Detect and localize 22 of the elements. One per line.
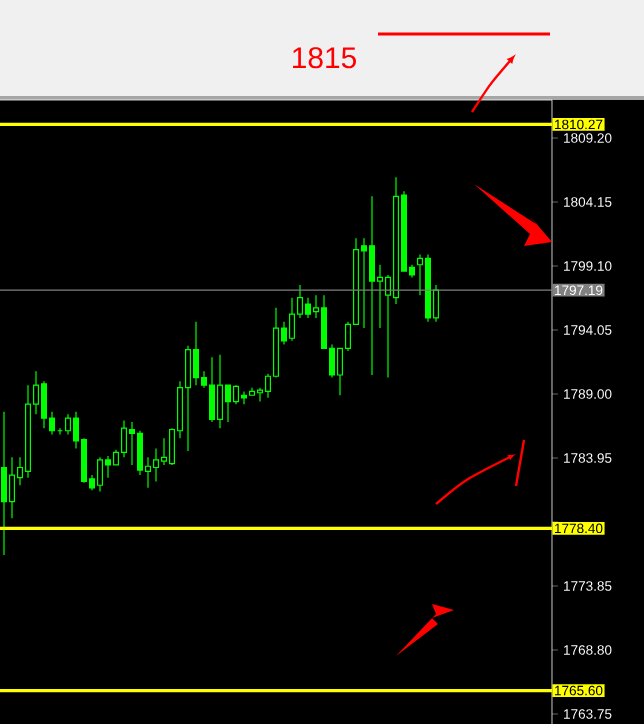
candlestick <box>121 420 127 458</box>
candlestick <box>232 384 239 405</box>
text: 1815 <box>293 47 356 69</box>
candlestick <box>224 384 231 423</box>
candlestick <box>137 430 143 476</box>
candlestick <box>161 437 167 466</box>
candlestick <box>216 354 223 429</box>
candlestick <box>1 411 7 556</box>
candlestick <box>129 421 135 466</box>
candlestick <box>184 345 191 452</box>
candlestick <box>368 195 375 376</box>
candlestick <box>65 413 71 436</box>
candlestick <box>153 447 159 483</box>
candlestick <box>192 321 199 386</box>
candlestick <box>97 456 103 493</box>
candlestick <box>208 356 215 423</box>
candlestick <box>360 237 367 329</box>
candlestick <box>304 297 311 319</box>
candlestick <box>105 455 111 479</box>
candlestick <box>288 297 295 342</box>
candlestick <box>9 456 15 519</box>
candlestick <box>41 380 47 429</box>
